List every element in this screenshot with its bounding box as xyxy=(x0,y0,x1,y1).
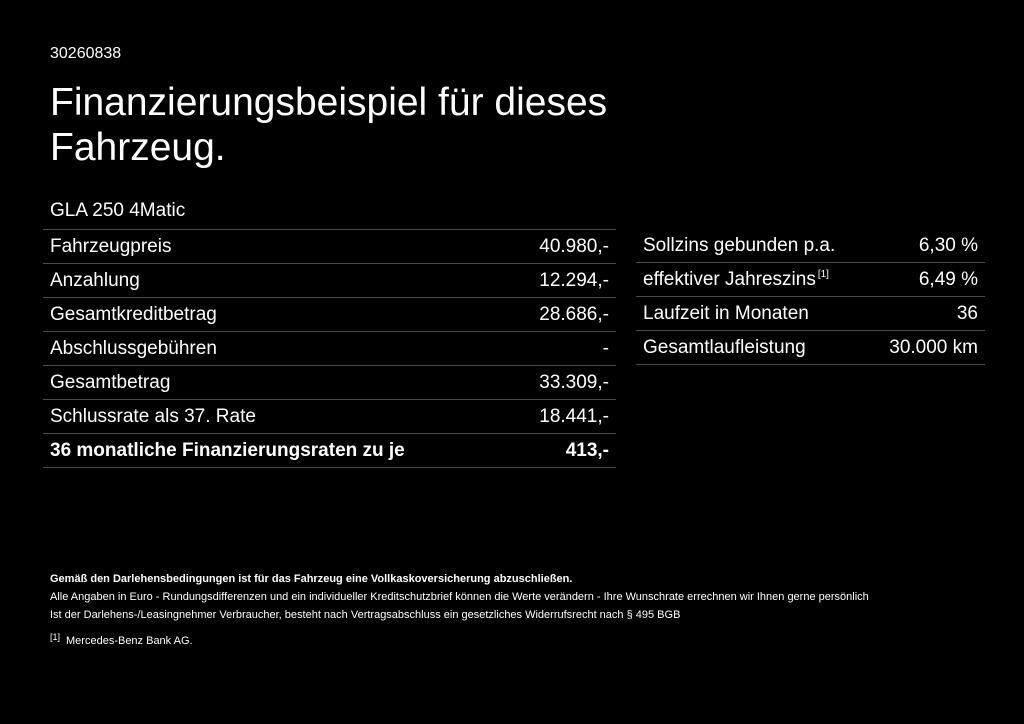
table-row: Gesamtlaufleistung 30.000 km xyxy=(636,330,985,365)
row-label: Abschlussgebühren xyxy=(43,331,510,366)
row-value: 18.441,- xyxy=(509,399,616,434)
table-row: Abschlussgebühren - xyxy=(43,331,616,366)
table-row-total: 36 monatliche Finanzierungsraten zu je 4… xyxy=(43,433,616,468)
table-row: Fahrzeugpreis 40.980,- xyxy=(43,229,616,264)
interest-table: Sollzins gebunden p.a. 6,30 % effektiver… xyxy=(636,229,985,365)
row-label: 36 monatliche Finanzierungsraten zu je xyxy=(43,433,510,468)
disclaimer-note: Alle Angaben in Euro - Rundungsdifferenz… xyxy=(50,591,869,603)
row-value: 6,30 % xyxy=(868,229,985,263)
row-value: 6,49 % xyxy=(868,262,985,297)
insurance-note: Gemäß den Darlehensbedingungen ist für d… xyxy=(50,573,573,585)
table-row: effektiver Jahreszins [1] 6,49 % xyxy=(636,262,985,297)
row-value: - xyxy=(509,331,616,366)
row-value: 12.294,- xyxy=(509,263,616,298)
row-label: Gesamtkreditbetrag xyxy=(43,297,510,332)
row-label: Anzahlung xyxy=(43,263,510,298)
row-label: Sollzins gebunden p.a. xyxy=(636,229,869,263)
row-value: 33.309,- xyxy=(509,365,616,400)
row-value: 40.980,- xyxy=(509,229,616,264)
page-title: Finanzierungsbeispiel für dieses Fahrzeu… xyxy=(50,81,608,169)
financing-table: Fahrzeugpreis 40.980,- Anzahlung 12.294,… xyxy=(43,229,616,468)
footnote: [1] Mercedes-Benz Bank AG. xyxy=(50,628,990,650)
table-row: Sollzins gebunden p.a. 6,30 % xyxy=(636,229,985,263)
row-label: Fahrzeugpreis xyxy=(43,229,510,264)
row-label: Gesamtlaufleistung xyxy=(636,330,869,365)
row-label: effektiver Jahreszins xyxy=(643,268,816,290)
row-value: 36 xyxy=(868,296,985,331)
table-row: Gesamtbetrag 33.309,- xyxy=(43,365,616,400)
footnote-text: Mercedes-Benz Bank AG. xyxy=(66,635,193,647)
withdrawal-note: Ist der Darlehens-/Leasingnehmer Verbrau… xyxy=(50,609,681,621)
row-label: Laufzeit in Monaten xyxy=(636,296,869,331)
table-row: Gesamtkreditbetrag 28.686,- xyxy=(43,297,616,332)
table-row: Schlussrate als 37. Rate 18.441,- xyxy=(43,399,616,434)
row-value: 30.000 km xyxy=(868,330,985,365)
model-name: GLA 250 4Matic xyxy=(50,200,186,221)
row-value: 413,- xyxy=(509,433,616,468)
row-label-cell: effektiver Jahreszins [1] xyxy=(636,262,869,297)
footnote-marker: [1] xyxy=(817,268,829,280)
table-row: Anzahlung 12.294,- xyxy=(43,263,616,298)
table-row: Laufzeit in Monaten 36 xyxy=(636,296,985,331)
row-label: Schlussrate als 37. Rate xyxy=(43,399,510,434)
offer-id: 30260838 xyxy=(50,45,122,62)
row-value: 28.686,- xyxy=(509,297,616,332)
row-label: Gesamtbetrag xyxy=(43,365,510,400)
footer-notes: Gemäß den Darlehensbedingungen ist für d… xyxy=(50,570,990,650)
footnote-marker: [1] xyxy=(50,632,61,642)
